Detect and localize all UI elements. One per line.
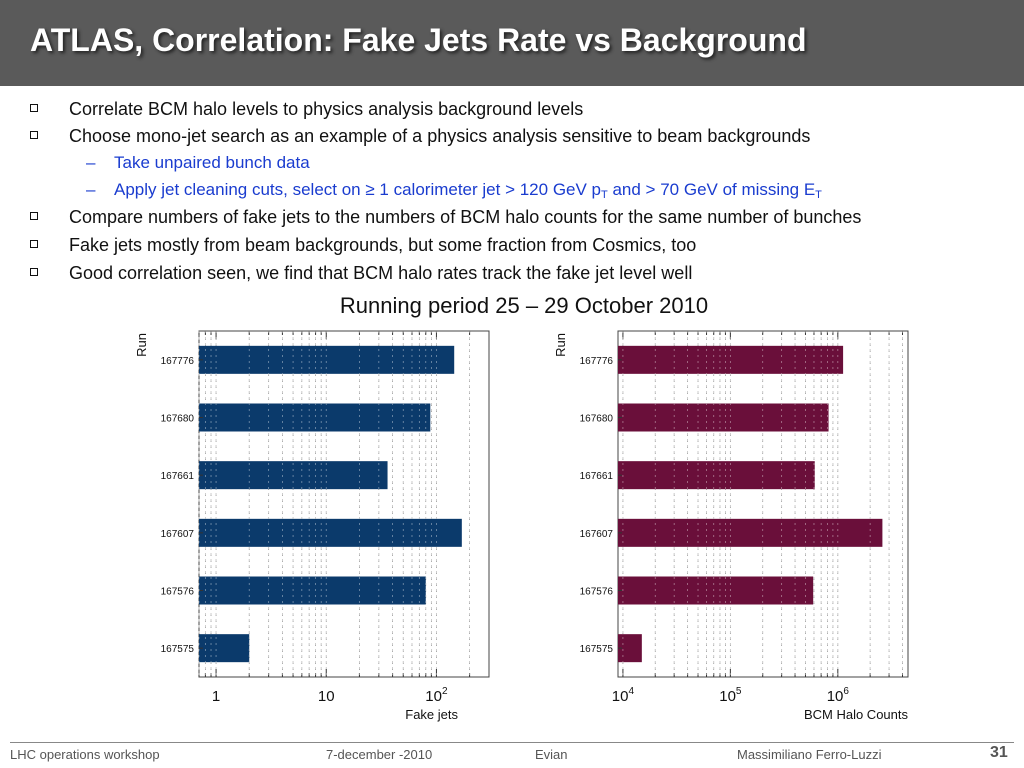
y-tick-label: 167575: [161, 644, 195, 655]
bullet-text: Fake jets mostly from beam backgrounds, …: [69, 235, 697, 255]
bar: [199, 345, 455, 374]
bar: [618, 461, 815, 490]
bar: [618, 403, 829, 432]
footer-date: 7-december -2010: [326, 747, 433, 762]
text-part: and > 70 GeV of missing E: [607, 180, 816, 199]
bar: [199, 461, 388, 490]
y-tick-label: 167776: [161, 356, 195, 367]
bar: [618, 518, 883, 547]
x-tick-label: 10: [318, 688, 335, 705]
x-axis-label: BCM Halo Counts: [804, 707, 909, 722]
x-tick-label: 104: [612, 686, 635, 705]
bullet-item: Fake jets mostly from beam backgrounds, …: [0, 232, 1024, 258]
bullet-item: Correlate BCM halo levels to physics ana…: [0, 96, 1024, 122]
y-tick-label: 167607: [580, 529, 614, 540]
bar: [618, 345, 844, 374]
bcm-halo-chart: 167776 167680 167661 167607 167576 167575 104 1…: [553, 330, 909, 722]
footer-author: Massimiliano Ferro-Luzzi: [737, 747, 882, 762]
y-tick-label: 167607: [161, 529, 195, 540]
x-tick-label: 106: [827, 686, 850, 705]
y-tick-label: 167576: [161, 587, 195, 598]
subscript: T: [601, 189, 608, 201]
bar: [199, 518, 462, 547]
x-tick-exponent: 5: [736, 686, 742, 697]
footer-place: Evian: [535, 747, 568, 762]
bar: [199, 576, 426, 605]
page-number: 31: [990, 744, 1008, 761]
bullet-square-icon: [30, 212, 38, 220]
footer-divider: [10, 742, 1014, 743]
y-tick-label: 167575: [580, 644, 614, 655]
title-bar: ATLAS, Correlation: Fake Jets Rate vs Ba…: [0, 0, 1024, 86]
y-tick-label: 167680: [580, 414, 614, 425]
sub-bullet-item: – Apply jet cleaning cuts, select on ≥ 1…: [0, 177, 1024, 203]
y-tick-label: 167661: [580, 471, 614, 482]
x-tick-exponent: 6: [843, 686, 849, 697]
y-tick-label: 167776: [580, 356, 614, 367]
bullet-square-icon: [30, 104, 38, 112]
dash-icon: –: [86, 180, 96, 199]
y-axis-label: Run: [134, 333, 149, 357]
bar: [199, 634, 250, 663]
text-part: Apply jet cleaning cuts, select on ≥ 1 c…: [114, 180, 602, 199]
bullet-square-icon: [30, 131, 38, 139]
bullet-item: Good correlation seen, we find that BCM …: [0, 260, 1024, 286]
bullet-text: Choose mono-jet search as an example of …: [69, 126, 811, 146]
bullet-item: Compare numbers of fake jets to the numb…: [0, 204, 1024, 230]
period-heading: Running period 25 – 29 October 2010: [339, 293, 709, 318]
bullet-text: Good correlation seen, we find that BCM …: [69, 263, 693, 283]
footer-event: LHC operations workshop: [10, 747, 160, 762]
bar: [618, 576, 814, 605]
sub-bullet-text: Take unpaired bunch data: [114, 153, 310, 172]
x-tick-label: 105: [719, 686, 742, 705]
bullet-square-icon: [30, 240, 38, 248]
x-tick-label: 1: [212, 688, 220, 705]
slide-title: ATLAS, Correlation: Fake Jets Rate vs Ba…: [30, 22, 807, 58]
sub-bullet-text: Apply jet cleaning cuts, select on ≥ 1 c…: [114, 177, 822, 208]
x-axis-label: Fake jets: [405, 707, 458, 722]
bar: [618, 634, 642, 663]
y-tick-label: 167661: [161, 471, 195, 482]
bullet-square-icon: [30, 268, 38, 276]
x-tick-exponent: 4: [628, 686, 634, 697]
plot-frame: [198, 330, 490, 678]
y-tick-label: 167576: [580, 587, 614, 598]
y-axis-label: Run: [553, 333, 568, 357]
bullet-text: Compare numbers of fake jets to the numb…: [69, 207, 862, 227]
bullet-text: Correlate BCM halo levels to physics ana…: [69, 99, 584, 119]
y-tick-label: 167680: [161, 414, 195, 425]
sub-bullet-item: – Take unpaired bunch data: [0, 150, 1024, 176]
x-tick-exponent: 2: [442, 686, 448, 697]
bar: [199, 403, 431, 432]
dash-icon: –: [86, 153, 96, 172]
subscript: T: [815, 189, 822, 201]
bullet-item: Choose mono-jet search as an example of …: [0, 123, 1024, 149]
